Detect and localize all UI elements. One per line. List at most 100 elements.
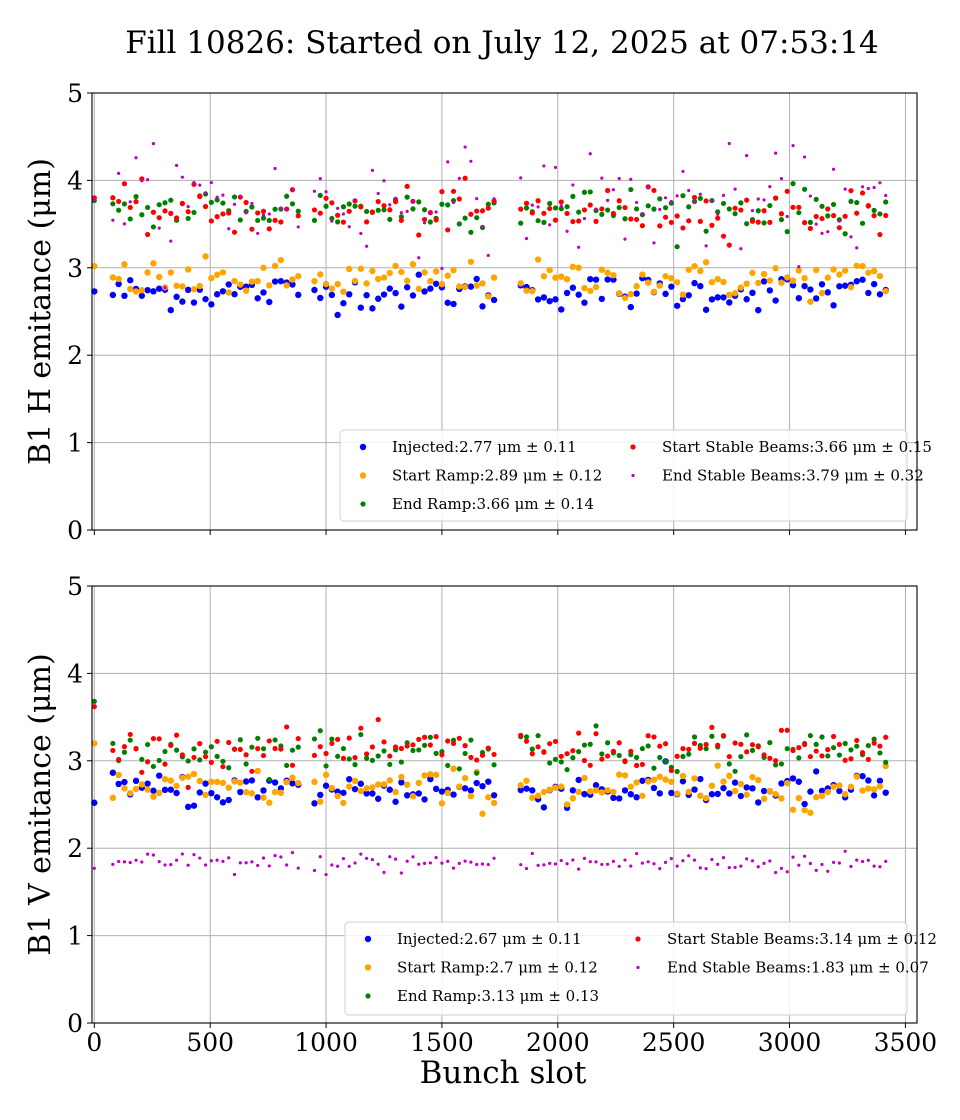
- data-point: [541, 749, 547, 755]
- y-tick-label: 2: [67, 341, 83, 370]
- data-point: [451, 200, 456, 205]
- data-point: [415, 779, 422, 787]
- data-point: [842, 231, 848, 237]
- data-point: [140, 179, 144, 183]
- data-point: [279, 855, 283, 859]
- data-point: [530, 851, 534, 856]
- data-point: [433, 750, 439, 756]
- data-point: [702, 259, 710, 266]
- data-point: [616, 771, 623, 778]
- data-point: [249, 226, 255, 232]
- data-point: [346, 735, 352, 741]
- data-point: [109, 769, 117, 776]
- data-point: [859, 772, 866, 780]
- data-point: [859, 276, 866, 283]
- data-point: [679, 772, 687, 780]
- data-point: [295, 273, 302, 280]
- data-point: [428, 861, 432, 865]
- data-point: [434, 855, 438, 860]
- data-point: [363, 790, 370, 797]
- data-point: [570, 755, 576, 761]
- data-point: [427, 219, 433, 225]
- data-point: [807, 753, 813, 760]
- data-point: [446, 859, 450, 863]
- data-point: [739, 864, 743, 868]
- data-point: [278, 746, 284, 752]
- data-point: [335, 753, 341, 759]
- data-point: [853, 262, 860, 269]
- data-point: [726, 206, 732, 212]
- data-point: [173, 293, 180, 301]
- data-point: [173, 215, 180, 221]
- data-point: [517, 782, 524, 789]
- data-point: [295, 779, 302, 787]
- data-point: [260, 794, 267, 801]
- data-point: [865, 785, 872, 792]
- data-point: [392, 289, 399, 297]
- data-point: [698, 866, 702, 870]
- data-point: [415, 790, 422, 797]
- data-point: [581, 774, 588, 782]
- data-point: [716, 862, 720, 867]
- data-point: [335, 212, 341, 218]
- data-point: [111, 218, 115, 222]
- data-point: [221, 193, 225, 197]
- data-point: [479, 208, 486, 214]
- data-point: [558, 306, 565, 313]
- data-point: [743, 296, 750, 303]
- data-point: [289, 276, 296, 283]
- data-point: [328, 784, 336, 792]
- data-point: [202, 780, 209, 787]
- data-point: [599, 756, 605, 762]
- data-point: [398, 214, 404, 220]
- data-point: [336, 206, 340, 210]
- data-point: [807, 219, 813, 225]
- data-point: [646, 860, 650, 864]
- data-point: [644, 279, 652, 286]
- data-point: [237, 779, 244, 786]
- legend-entry: Injected:2.77 μm ± 0.11: [359, 438, 577, 456]
- series-start-ramp: [91, 253, 889, 305]
- data-point: [547, 741, 553, 747]
- data-point: [115, 280, 122, 288]
- data-point: [388, 855, 392, 859]
- data-point: [226, 765, 232, 771]
- data-point: [352, 754, 358, 761]
- data-point: [634, 852, 639, 856]
- data-point: [277, 256, 285, 264]
- data-point: [491, 762, 497, 768]
- legend-marker: [360, 501, 366, 507]
- data-point: [421, 796, 428, 803]
- data-point: [807, 809, 814, 816]
- data-point: [650, 288, 658, 295]
- data-point: [255, 735, 261, 741]
- data-point: [662, 741, 669, 747]
- data-point: [317, 192, 323, 198]
- data-point: [540, 804, 548, 811]
- data-point: [825, 206, 831, 212]
- data-point: [581, 284, 588, 292]
- data-point: [565, 862, 569, 866]
- data-point: [250, 860, 254, 864]
- data-point: [535, 218, 541, 224]
- data-point: [375, 199, 381, 205]
- data-point: [517, 280, 524, 287]
- data-point: [273, 166, 277, 171]
- data-point: [691, 263, 698, 270]
- data-point: [650, 784, 658, 792]
- data-point: [116, 207, 122, 213]
- data-point: [732, 205, 738, 211]
- data-point: [848, 188, 854, 194]
- data-point: [91, 799, 98, 806]
- data-point: [467, 258, 475, 265]
- data-point: [634, 200, 639, 205]
- data-point: [156, 215, 162, 221]
- data-point: [616, 795, 623, 802]
- data-point: [370, 168, 375, 172]
- data-point: [755, 279, 762, 287]
- data-point: [219, 799, 227, 806]
- data-point: [440, 266, 444, 271]
- data-point: [214, 197, 220, 203]
- data-point: [168, 197, 174, 203]
